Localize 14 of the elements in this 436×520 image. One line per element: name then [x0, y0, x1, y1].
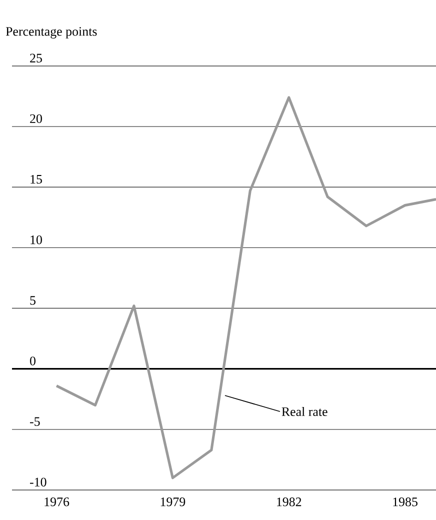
annotation: Real rate [282, 406, 328, 416]
y-tick-label: 20 [30, 114, 42, 124]
y-tick-label: 15 [30, 174, 42, 184]
y-tick-label: 10 [30, 235, 42, 244]
x-tick-label: 1982 [277, 498, 302, 506]
y-tick-label: 5 [30, 296, 36, 305]
y-tick-label: 0 [30, 356, 36, 366]
y-tick-label: -10 [30, 478, 46, 486]
y-tick-label: 25 [30, 54, 42, 62]
y-axis-title: Percentage points [6, 27, 97, 38]
y-tick-label: -5 [30, 417, 40, 426]
x-tick-label: 1979 [160, 498, 186, 506]
x-tick-label: 1976 [44, 498, 70, 506]
x-tick-label: 1985 [393, 498, 418, 506]
